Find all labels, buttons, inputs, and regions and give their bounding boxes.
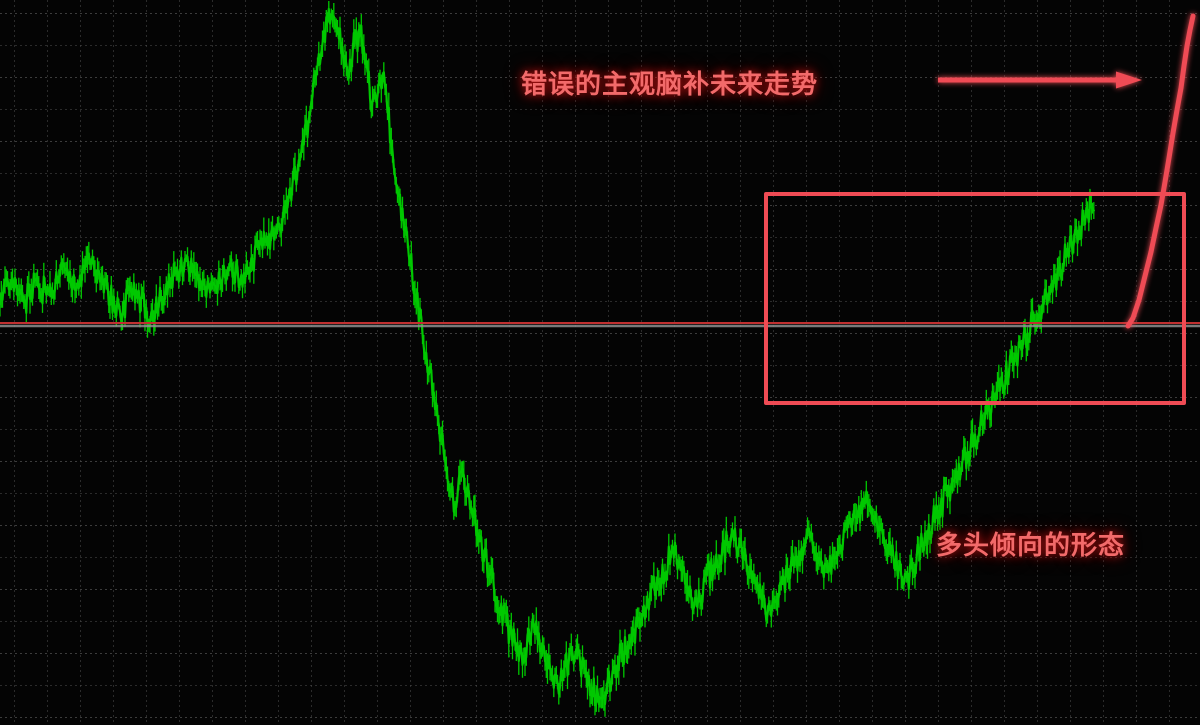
grid-line-horizontal: [0, 237, 1200, 238]
grid-line-horizontal: [0, 173, 1200, 174]
grid-line-vertical: [1136, 0, 1137, 725]
grid-line-vertical: [971, 0, 972, 725]
grid-line-horizontal: [0, 333, 1200, 334]
grid-line-vertical: [443, 0, 444, 725]
grid-line-horizontal: [0, 205, 1200, 206]
grid-line-vertical: [707, 0, 708, 725]
grid-line-horizontal: [0, 429, 1200, 430]
grid-line-vertical: [344, 0, 345, 725]
future-projection-label: 错误的主观脑补未来走势: [521, 70, 819, 100]
bullish-pattern-label: 多头倾向的形态: [936, 531, 1126, 561]
grid-line-vertical: [212, 0, 213, 725]
grid-line-vertical: [740, 0, 741, 725]
grid-line-horizontal: [0, 397, 1200, 398]
grid-line-horizontal: [0, 653, 1200, 654]
grid-line-horizontal: [0, 301, 1200, 302]
grid-line-horizontal: [0, 557, 1200, 558]
grid-line-vertical: [1037, 0, 1038, 725]
grid-line-horizontal: [0, 13, 1200, 14]
grid-line-horizontal: [0, 141, 1200, 142]
grid-line-vertical: [1169, 0, 1170, 725]
grid-line-vertical: [377, 0, 378, 725]
rightward-arrow-icon: [938, 71, 1142, 89]
grid-line-vertical: [938, 0, 939, 725]
grid-line-vertical: [311, 0, 312, 725]
grid-line-horizontal: [0, 109, 1200, 110]
grid-line-vertical: [806, 0, 807, 725]
grid-line-vertical: [509, 0, 510, 725]
grid-line-vertical: [278, 0, 279, 725]
grid-line-vertical: [674, 0, 675, 725]
grid-line-horizontal: [0, 685, 1200, 686]
grid-line-vertical: [113, 0, 114, 725]
grid-line-horizontal: [0, 461, 1200, 462]
grid-line-vertical: [146, 0, 147, 725]
grid-line-horizontal: [0, 269, 1200, 270]
grid-line-vertical: [476, 0, 477, 725]
grid-line-vertical: [839, 0, 840, 725]
grid-line-vertical: [608, 0, 609, 725]
grid-line-vertical: [245, 0, 246, 725]
grid-line-vertical: [542, 0, 543, 725]
grid-line-vertical: [641, 0, 642, 725]
grid-line-vertical: [1103, 0, 1104, 725]
grid-line-horizontal: [0, 621, 1200, 622]
level-lines: [0, 322, 1200, 328]
grid-line-horizontal: [0, 589, 1200, 590]
grid-line-vertical: [80, 0, 81, 725]
arrow-head: [1116, 71, 1142, 89]
grid-line-vertical: [179, 0, 180, 725]
grid-line-horizontal: [0, 717, 1200, 718]
grid-line-vertical: [47, 0, 48, 725]
price-tick-bars: [0, 1, 1095, 717]
grid-line-horizontal: [0, 493, 1200, 494]
grid-line-horizontal: [0, 77, 1200, 78]
grid-line-vertical: [1004, 0, 1005, 725]
grid-line-vertical: [1070, 0, 1071, 725]
grid-line-vertical: [872, 0, 873, 725]
grid-line-vertical: [575, 0, 576, 725]
grid-line-horizontal: [0, 365, 1200, 366]
price-series: [0, 1, 1095, 717]
grid-line-horizontal: [0, 45, 1200, 46]
grid-line-horizontal: [0, 525, 1200, 526]
grid-line-vertical: [905, 0, 906, 725]
consolidation-box: [764, 192, 1186, 405]
grid-line-vertical: [410, 0, 411, 725]
grid-line-vertical: [773, 0, 774, 725]
grid-line-vertical: [14, 0, 15, 725]
annotation-layer: [938, 13, 1196, 329]
imagined-uptrend-curve: [1125, 13, 1196, 329]
